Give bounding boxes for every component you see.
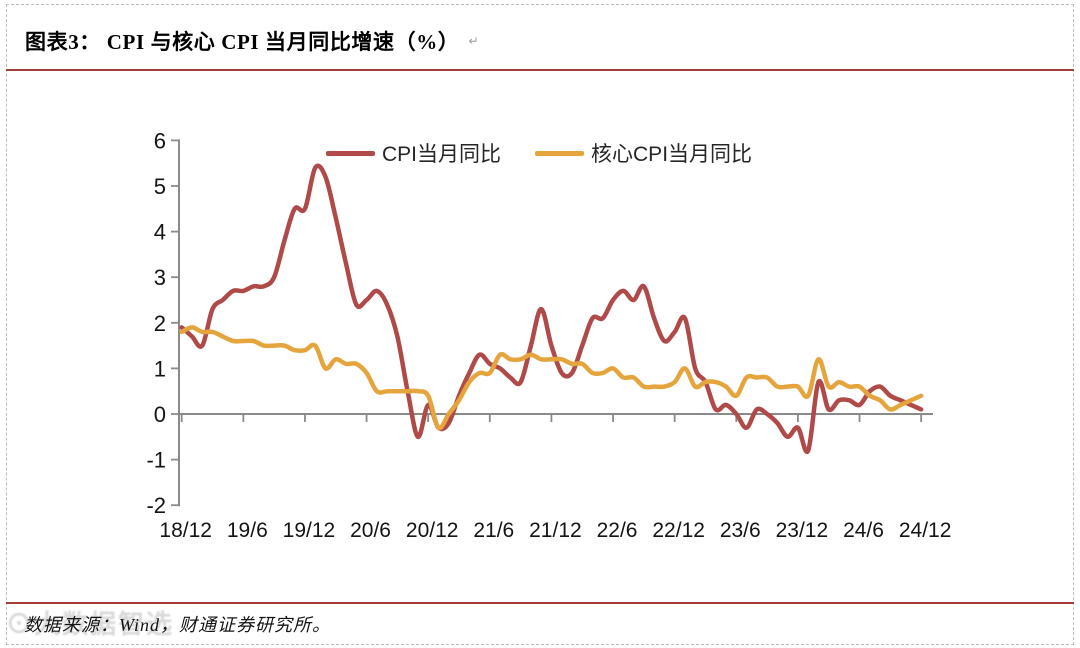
x-tick-label: 23/6	[720, 519, 761, 542]
x-tick-label: 19/6	[227, 519, 268, 542]
legend-label-cpi: CPI当月同比	[382, 143, 502, 166]
x-tick-label: 22/12	[652, 519, 705, 542]
x-tick-label: 21/6	[473, 519, 514, 542]
x-tick-label: 20/12	[406, 519, 459, 542]
y-tick-label: -1	[146, 448, 166, 473]
footer-divider-rule	[6, 602, 1074, 604]
figure-title: 图表3： CPI 与核心 CPI 当月同比增速（%）	[25, 30, 460, 54]
source-note: 数据来源：Wind，财通证券研究所。	[24, 615, 332, 635]
x-tick-label: 21/12	[529, 519, 582, 542]
legend-item-core-cpi: 核心CPI当月同比	[535, 138, 752, 168]
watermark: ⊙大数据智选	[6, 609, 175, 639]
y-tick-label: 1	[154, 356, 166, 381]
cpi-line-swatch	[326, 150, 375, 156]
y-tick-label: 4	[154, 220, 166, 245]
chart-legend: CPI当月同比 核心CPI当月同比	[326, 138, 752, 168]
x-tick-label: 19/12	[283, 519, 336, 542]
x-tick-label: 23/12	[776, 519, 829, 542]
y-tick-label: 5	[154, 174, 166, 199]
y-tick-label: 3	[154, 265, 166, 290]
x-tick-label: 22/6	[597, 519, 638, 542]
x-tick-label: 18/12	[159, 519, 212, 542]
cpi-series-line	[179, 163, 924, 455]
core-cpi-line-swatch	[535, 150, 585, 156]
core-cpi-series-line	[179, 325, 924, 431]
paragraph-mark-icon: ↵	[468, 34, 480, 48]
figure-header: 图表3： CPI 与核心 CPI 当月同比增速（%） ↵	[25, 26, 479, 56]
x-tick-label: 20/6	[350, 519, 391, 542]
y-tick-label: 2	[154, 311, 166, 336]
legend-label-core-cpi: 核心CPI当月同比	[591, 143, 753, 166]
y-tick-label: 0	[154, 402, 166, 427]
title-divider-rule	[6, 69, 1074, 71]
x-tick-label: 24/6	[843, 519, 884, 542]
y-tick-label: -2	[146, 493, 166, 518]
legend-item-cpi: CPI当月同比	[326, 138, 501, 168]
y-tick-label: 6	[154, 128, 166, 153]
x-tick-label: 24/12	[899, 519, 952, 542]
